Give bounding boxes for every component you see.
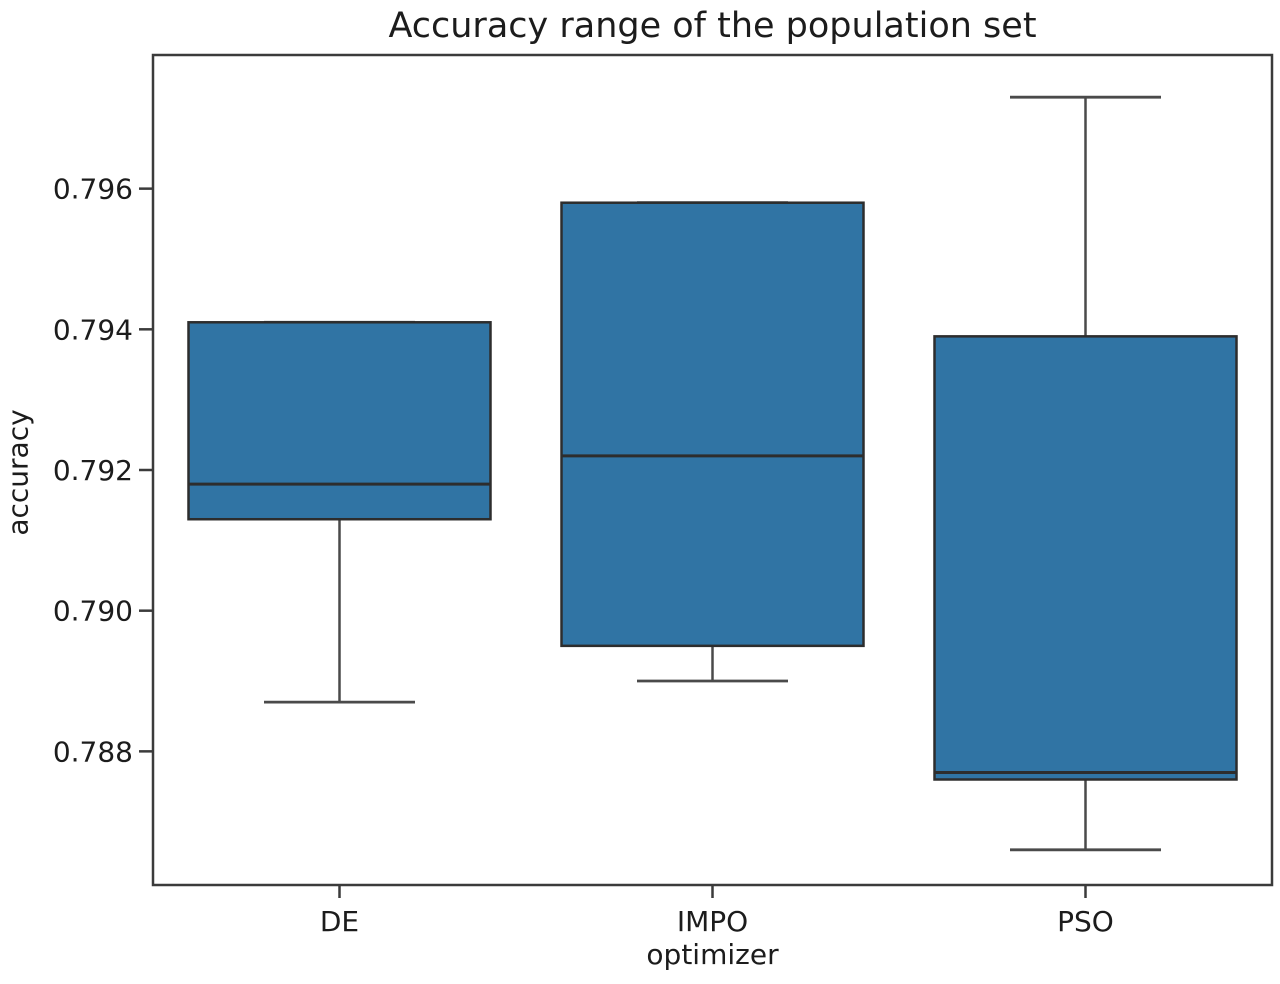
- box-DE: [187, 321, 492, 521]
- y-axis-tick-label: 0.794: [53, 313, 133, 346]
- x-axis-tick-label: IMPO: [677, 905, 748, 938]
- y-axis-tick-label: 0.796: [53, 173, 133, 206]
- x-axis-tick-label: DE: [320, 905, 359, 938]
- box-PSO: [933, 335, 1238, 781]
- box-IMPO: [560, 201, 865, 648]
- x-axis-label: optimizer: [646, 938, 779, 971]
- chart-title: Accuracy range of the population set: [388, 6, 1037, 46]
- y-axis-tick-label: 0.790: [53, 595, 133, 628]
- y-axis-tick-label: 0.788: [53, 735, 133, 768]
- x-axis-tick-label: PSO: [1057, 905, 1114, 938]
- y-axis-tick-label: 0.792: [53, 454, 133, 487]
